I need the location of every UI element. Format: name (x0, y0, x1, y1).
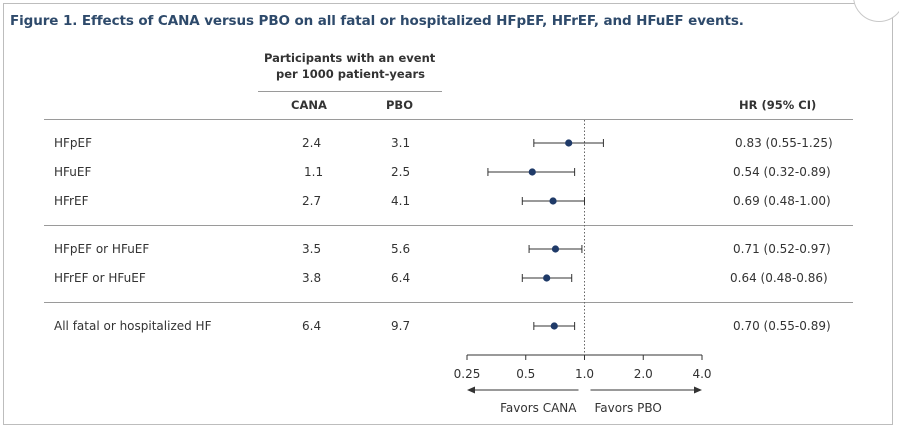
group-header-rule (258, 91, 442, 92)
row-label: HFpEF (54, 136, 93, 150)
group-header-line2: per 1000 patient-years (276, 67, 425, 81)
x-tick-label: 0.25 (454, 367, 481, 381)
favors-cana-arrowhead (467, 386, 475, 394)
row-label: HFuEF (54, 165, 92, 179)
row-label: All fatal or hospitalized HF (54, 319, 212, 333)
row-pbo: 6.4 (391, 271, 411, 285)
group2-rule (44, 302, 853, 303)
row-cana: 2.7 (302, 194, 322, 208)
row-hr: 0.69 (0.48-1.00) (733, 194, 831, 208)
row-cana: 3.8 (302, 271, 322, 285)
row-hr: 0.83 (0.55-1.25) (735, 136, 833, 150)
col-header-hr: HR (95% CI) (739, 98, 817, 112)
hr-point (551, 245, 560, 253)
row-hr: 0.71 (0.52-0.97) (733, 242, 831, 256)
row-pbo: 2.5 (391, 165, 411, 179)
row-cana: 6.4 (302, 319, 322, 333)
row-cana: 2.4 (302, 136, 322, 150)
favors-cana-label: Favors CANA (500, 401, 577, 415)
favors-pbo-arrowhead (694, 386, 702, 394)
hr-point (543, 274, 551, 282)
figure-title: Figure 1. Effects of CANA versus PBO on … (10, 13, 744, 29)
row-hr: 0.54 (0.32-0.89) (733, 165, 831, 179)
row-pbo: 9.7 (391, 319, 411, 333)
x-tick-label: 2.0 (634, 367, 653, 381)
x-tick-label: 1.0 (575, 367, 594, 381)
row-pbo: 4.1 (391, 194, 411, 208)
hr-point (528, 168, 536, 176)
row-cana: 1.1 (304, 165, 324, 179)
hr-point (565, 139, 573, 147)
hr-point (549, 197, 557, 205)
header-rule (44, 119, 853, 120)
figure-frame (3, 3, 893, 425)
row-pbo: 3.1 (391, 136, 411, 150)
row-cana: 3.5 (302, 242, 322, 256)
group-header-line1: Participants with an event (264, 51, 436, 65)
col-header-pbo: PBO (386, 98, 413, 112)
col-header-cana: CANA (291, 98, 327, 112)
group1-rule (44, 225, 853, 226)
row-label: HFpEF or HFuEF (54, 242, 150, 256)
row-label: HFrEF (54, 194, 89, 208)
x-tick-label: 4.0 (692, 367, 711, 381)
row-hr: 0.64 (0.48-0.86) (730, 271, 828, 285)
hr-point (550, 322, 558, 330)
row-label: HFrEF or HFuEF (54, 271, 146, 285)
row-pbo: 5.6 (391, 242, 411, 256)
row-hr: 0.70 (0.55-0.89) (733, 319, 831, 333)
x-tick-label: 0.5 (516, 367, 535, 381)
favors-pbo-label: Favors PBO (595, 401, 662, 415)
